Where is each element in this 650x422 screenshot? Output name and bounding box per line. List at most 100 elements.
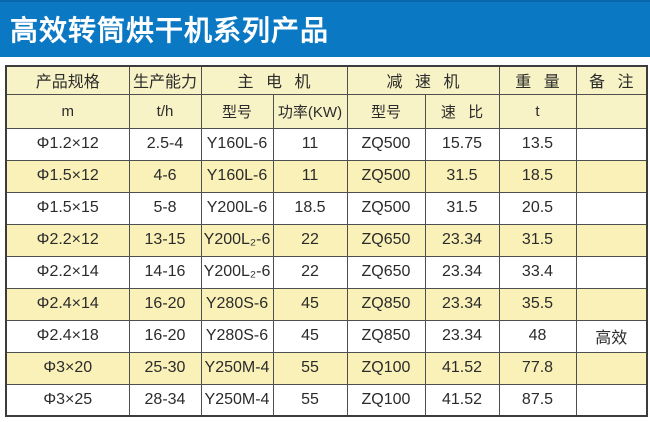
cell-reducer-model: ZQ100 — [346, 351, 426, 385]
cell-motor-model: Y250M-4 — [200, 351, 274, 385]
cell-weight: 13.5 — [498, 127, 577, 161]
cell-weight: 87.5 — [498, 383, 577, 417]
cell-spec: Φ3×20 — [5, 351, 130, 385]
subheader-motor-model: 型号 — [200, 93, 274, 129]
cell-motor-power: 55 — [272, 383, 348, 417]
cell-speed-ratio: 23.34 — [424, 287, 500, 321]
cell-motor-model: Y160L-6 — [200, 127, 274, 161]
cell-capacity: 2.5-4 — [128, 127, 202, 161]
cell-capacity: 25-30 — [128, 351, 202, 385]
col-header-motor-group: 主 电 机 — [200, 65, 348, 95]
cell-capacity: 16-20 — [128, 319, 202, 353]
page-title: 高效转筒烘干机系列产品 — [10, 14, 330, 46]
subheader-capacity-unit: t/h — [128, 93, 202, 129]
cell-speed-ratio: 41.52 — [424, 383, 500, 417]
cell-remark — [575, 127, 648, 161]
cell-remark — [575, 223, 648, 257]
subheader-motor-power: 功率(KW) — [272, 93, 348, 129]
cell-motor-power: 45 — [272, 287, 348, 321]
cell-reducer-model: ZQ850 — [346, 287, 426, 321]
cell-capacity: 13-15 — [128, 223, 202, 257]
cell-remark — [575, 191, 648, 225]
cell-capacity: 28-34 — [128, 383, 202, 417]
cell-remark: 高效 — [575, 319, 648, 353]
title-banner: 高效转筒烘干机系列产品 — [0, 0, 650, 57]
cell-weight: 35.5 — [498, 287, 577, 321]
table-body: Φ1.2×12 2.5-4 Y160L-6 11 ZQ500 15.75 13.5 Φ1.5×… — [5, 127, 648, 417]
cell-motor-model: Y200L₂-6 — [200, 223, 274, 257]
cell-weight: 18.5 — [498, 159, 577, 193]
cell-motor-model: Y200L-6 — [200, 191, 274, 225]
subheader-weight-unit: t — [498, 93, 577, 129]
cell-spec: Φ3×25 — [5, 383, 130, 417]
cell-speed-ratio: 15.75 — [424, 127, 500, 161]
cell-spec: Φ1.5×15 — [5, 191, 130, 225]
table-row: Φ1.2×12 2.5-4 Y160L-6 11 ZQ500 15.75 13.5 — [5, 127, 648, 161]
cell-motor-power: 18.5 — [272, 191, 348, 225]
cell-reducer-model: ZQ650 — [346, 223, 426, 257]
table-row: Φ2.2×14 14-16 Y200L₂-6 22 ZQ650 23.34 33.4 — [5, 255, 648, 289]
cell-capacity: 5-8 — [128, 191, 202, 225]
table-row: Φ3×20 25-30 Y250M-4 55 ZQ100 41.52 77.8 — [5, 351, 648, 385]
table-row: Φ1.5×15 5-8 Y200L-6 18.5 ZQ500 31.5 20.5 — [5, 191, 648, 225]
cell-motor-power: 45 — [272, 319, 348, 353]
cell-motor-power: 55 — [272, 351, 348, 385]
subheader-spec-unit: m — [5, 93, 130, 129]
table-row: Φ2.4×18 16-20 Y280S-6 45 ZQ850 23.34 48 高效 — [5, 319, 648, 353]
subheader-reducer-ratio: 速 比 — [424, 93, 500, 129]
header-row-groups: 产品规格 生产能力 主 电 机 减 速 机 重 量 备 注 — [5, 65, 648, 95]
cell-speed-ratio: 41.52 — [424, 351, 500, 385]
cell-weight: 20.5 — [498, 191, 577, 225]
cell-reducer-model: ZQ500 — [346, 127, 426, 161]
cell-spec: Φ2.2×12 — [5, 223, 130, 257]
cell-weight: 33.4 — [498, 255, 577, 289]
cell-weight: 31.5 — [498, 223, 577, 257]
col-header-remark: 备 注 — [575, 65, 648, 95]
cell-spec: Φ1.2×12 — [5, 127, 130, 161]
cell-spec: Φ1.5×12 — [5, 159, 130, 193]
col-header-capacity: 生产能力 — [128, 65, 202, 95]
subheader-remark-unit — [575, 93, 648, 129]
cell-motor-power: 11 — [272, 127, 348, 161]
cell-motor-power: 22 — [272, 255, 348, 289]
cell-motor-power: 11 — [272, 159, 348, 193]
cell-motor-model: Y250M-4 — [200, 383, 274, 417]
cell-capacity: 16-20 — [128, 287, 202, 321]
cell-remark — [575, 159, 648, 193]
cell-speed-ratio: 23.34 — [424, 223, 500, 257]
cell-spec: Φ2.4×18 — [5, 319, 130, 353]
cell-motor-power: 22 — [272, 223, 348, 257]
table-header: 产品规格 生产能力 主 电 机 减 速 机 重 量 备 注 m t/h 型号 功… — [5, 65, 648, 129]
table-row: Φ3×25 28-34 Y250M-4 55 ZQ100 41.52 87.5 — [5, 383, 648, 417]
product-spec-table: 产品规格 生产能力 主 电 机 减 速 机 重 量 备 注 m t/h 型号 功… — [5, 65, 648, 417]
cell-speed-ratio: 23.34 — [424, 255, 500, 289]
cell-capacity: 14-16 — [128, 255, 202, 289]
cell-speed-ratio: 31.5 — [424, 191, 500, 225]
cell-reducer-model: ZQ100 — [346, 383, 426, 417]
col-header-spec: 产品规格 — [5, 65, 130, 95]
cell-weight: 48 — [498, 319, 577, 353]
cell-spec: Φ2.2×14 — [5, 255, 130, 289]
cell-remark — [575, 255, 648, 289]
cell-reducer-model: ZQ850 — [346, 319, 426, 353]
table-row: Φ2.2×12 13-15 Y200L₂-6 22 ZQ650 23.34 31.5 — [5, 223, 648, 257]
cell-motor-model: Y160L-6 — [200, 159, 274, 193]
cell-reducer-model: ZQ650 — [346, 255, 426, 289]
cell-reducer-model: ZQ500 — [346, 191, 426, 225]
cell-remark — [575, 383, 648, 417]
col-header-weight: 重 量 — [498, 65, 577, 95]
cell-remark — [575, 351, 648, 385]
header-row-units: m t/h 型号 功率(KW) 型号 速 比 t — [5, 93, 648, 129]
cell-reducer-model: ZQ500 — [346, 159, 426, 193]
cell-speed-ratio: 23.34 — [424, 319, 500, 353]
table-row: Φ1.5×12 4-6 Y160L-6 11 ZQ500 31.5 18.5 — [5, 159, 648, 193]
cell-speed-ratio: 31.5 — [424, 159, 500, 193]
cell-motor-model: Y280S-6 — [200, 319, 274, 353]
col-header-reducer-group: 减 速 机 — [346, 65, 500, 95]
cell-weight: 77.8 — [498, 351, 577, 385]
cell-remark — [575, 287, 648, 321]
cell-capacity: 4-6 — [128, 159, 202, 193]
cell-motor-model: Y280S-6 — [200, 287, 274, 321]
cell-motor-model: Y200L₂-6 — [200, 255, 274, 289]
